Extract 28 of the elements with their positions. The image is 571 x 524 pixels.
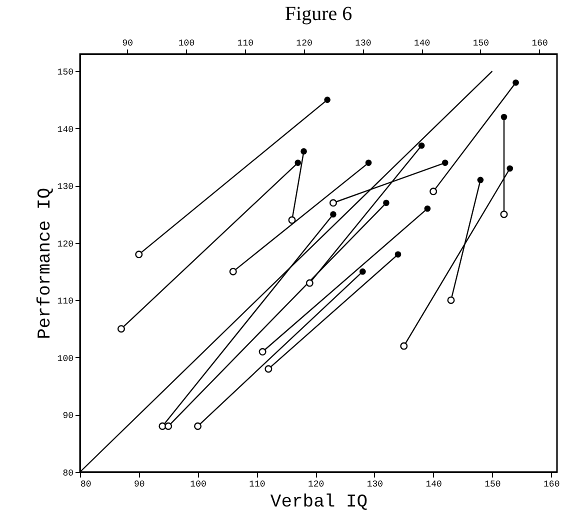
x-tick-label: 120 bbox=[308, 480, 324, 490]
x-tick-label: 130 bbox=[366, 480, 384, 490]
chart-title: Figure 6 bbox=[284, 3, 352, 25]
x2-tick-label: 150 bbox=[472, 38, 490, 48]
x-tick-label: 100 bbox=[190, 480, 206, 490]
y-tick-label: 140 bbox=[57, 124, 74, 135]
x-axis-title: Verbal IQ bbox=[270, 492, 368, 512]
y-tick-label: 100 bbox=[57, 354, 74, 364]
y-tick-label: 90 bbox=[62, 411, 74, 422]
x2-tick-label: 140 bbox=[414, 38, 430, 48]
y-tick-label: 150 bbox=[57, 68, 74, 78]
x2-tick-label: 160 bbox=[532, 38, 548, 48]
x-tick-label: 80 bbox=[80, 480, 92, 490]
x2-tick-label: 130 bbox=[355, 38, 372, 48]
x2-tick-label: 100 bbox=[178, 38, 195, 48]
x-tick-label: 140 bbox=[426, 480, 442, 490]
x2-tick-label: 110 bbox=[237, 38, 254, 48]
x2-tick-label: 120 bbox=[296, 38, 312, 48]
x-tick-label: 90 bbox=[134, 480, 145, 490]
y-tick-label: 120 bbox=[57, 239, 74, 250]
x-tick-label: 150 bbox=[484, 480, 501, 490]
x-tick-label: 160 bbox=[544, 480, 560, 490]
y-tick-label: 130 bbox=[57, 182, 74, 192]
x2-tick-label: 90 bbox=[122, 38, 134, 48]
x-tick-label: 110 bbox=[249, 480, 266, 490]
y-tick-label: 80 bbox=[62, 468, 74, 478]
y-tick-label: 110 bbox=[57, 296, 74, 307]
y-axis-title: Performance IQ bbox=[35, 188, 56, 340]
